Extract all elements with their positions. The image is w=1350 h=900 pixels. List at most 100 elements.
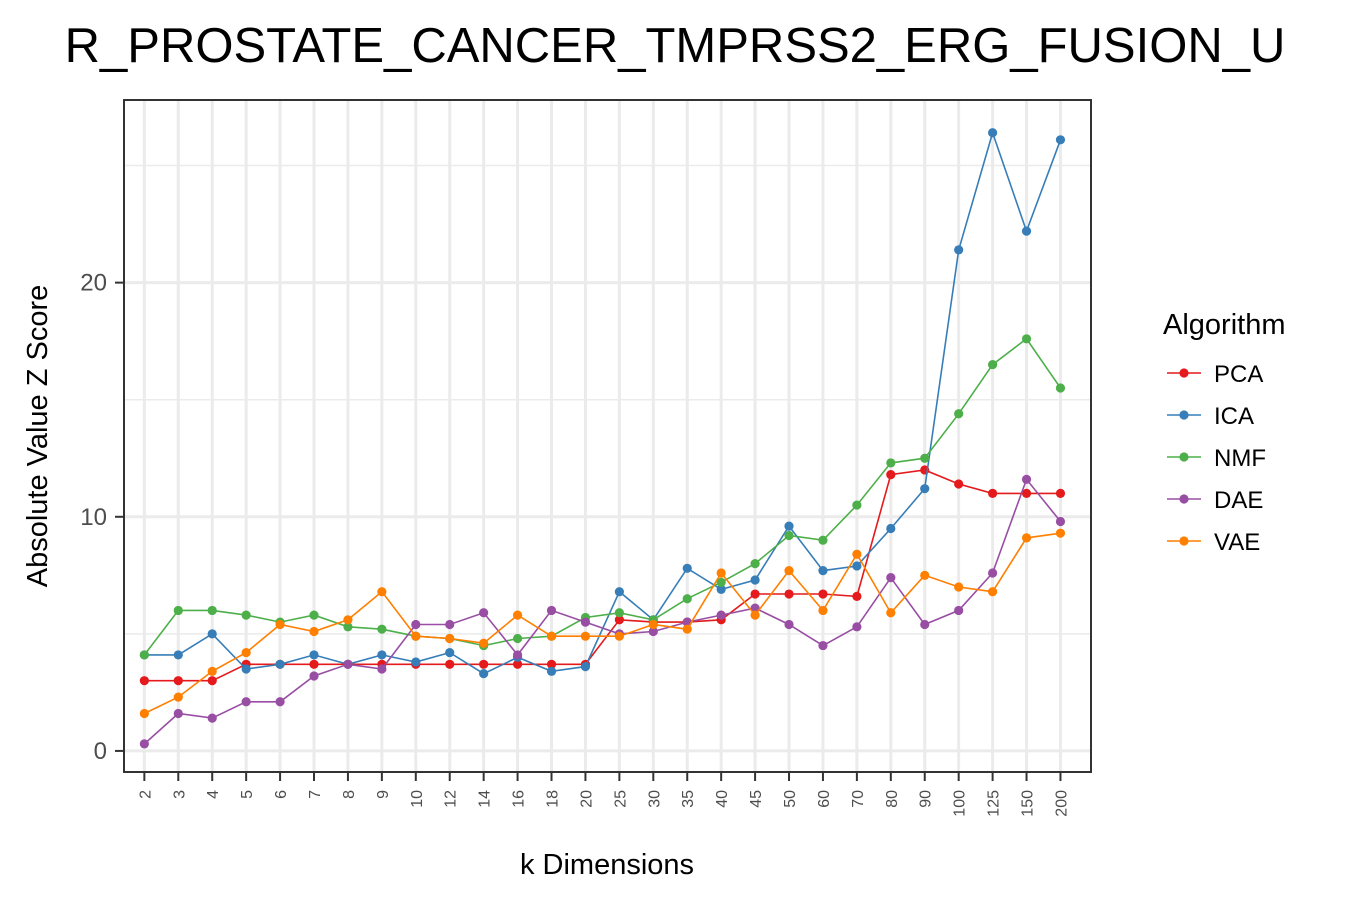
data-point-nmf xyxy=(614,608,624,618)
data-point-pca xyxy=(886,470,896,480)
x-tick-label: 14 xyxy=(477,790,494,808)
legend-label: PCA xyxy=(1214,361,1263,388)
series-layer xyxy=(139,128,1066,749)
data-point-pca xyxy=(784,589,794,599)
x-tick-label: 25 xyxy=(612,790,629,808)
data-point-nmf xyxy=(207,605,217,616)
series-line-dae xyxy=(143,477,1062,745)
legend-item-vae: VAE xyxy=(1167,529,1260,556)
data-point-ica xyxy=(309,650,319,660)
x-tick-label: 60 xyxy=(816,790,833,808)
series-ica xyxy=(139,128,1066,679)
data-point-nmf xyxy=(309,610,319,620)
data-point-dae xyxy=(852,622,862,632)
data-point-nmf xyxy=(173,605,183,616)
data-point-dae xyxy=(818,640,828,651)
x-tick-label: 7 xyxy=(307,790,324,799)
data-point-nmf xyxy=(139,650,149,660)
data-point-vae xyxy=(411,631,421,641)
data-point-vae xyxy=(920,570,930,580)
data-point-ica xyxy=(954,245,964,255)
data-point-dae xyxy=(343,659,353,669)
data-point-pca xyxy=(546,659,557,669)
data-point-ica xyxy=(988,128,998,138)
data-point-ica xyxy=(445,647,455,658)
data-point-pca xyxy=(207,676,217,686)
series-vae xyxy=(139,528,1066,719)
x-tick-label: 18 xyxy=(545,790,562,808)
data-point-pca xyxy=(139,676,149,686)
data-point-vae xyxy=(377,587,387,597)
data-point-dae xyxy=(479,608,489,618)
data-point-dae xyxy=(954,605,964,616)
data-point-ica xyxy=(614,587,624,597)
data-point-vae xyxy=(309,626,319,637)
data-point-nmf xyxy=(1055,383,1066,393)
data-point-vae xyxy=(886,608,896,618)
data-point-vae xyxy=(275,619,285,630)
data-point-vae xyxy=(716,568,726,578)
y-axis-title: Absolute Value Z Score xyxy=(22,285,54,588)
data-point-nmf xyxy=(784,530,794,541)
legend-items: PCA ICA NMF DAE VAE xyxy=(1167,361,1266,556)
data-point-dae xyxy=(546,605,557,616)
x-tick-label: 12 xyxy=(443,790,460,808)
x-tick-label: 70 xyxy=(850,790,867,808)
x-tick-label: 80 xyxy=(884,790,901,808)
data-point-vae xyxy=(1055,528,1066,538)
data-point-ica xyxy=(750,575,760,585)
x-axis: 2 3 4 5 6 7 8 9 10 12 14 16 18 20 25 30 35 40 45 50 60 70 80 90… xyxy=(137,772,1070,817)
data-point-dae xyxy=(377,664,387,674)
data-point-ica xyxy=(546,666,557,676)
data-point-ica xyxy=(580,662,591,672)
data-point-dae xyxy=(139,739,149,749)
x-tick-label: 100 xyxy=(952,790,969,817)
y-tick-label: 0 xyxy=(94,738,107,765)
data-point-nmf xyxy=(920,453,930,463)
data-point-dae xyxy=(920,619,930,630)
data-point-dae xyxy=(648,626,658,637)
legend-item-nmf: NMF xyxy=(1167,445,1266,472)
data-point-dae xyxy=(1055,516,1066,527)
data-point-ica xyxy=(852,561,862,571)
data-point-ica xyxy=(716,584,726,594)
data-point-dae xyxy=(241,697,251,707)
data-point-vae xyxy=(852,549,862,559)
data-point-ica xyxy=(275,659,285,669)
data-point-nmf xyxy=(954,409,964,419)
data-point-dae xyxy=(445,619,455,630)
legend-item-dae: DAE xyxy=(1167,487,1263,514)
data-point-ica xyxy=(1021,226,1032,236)
data-point-dae xyxy=(988,568,998,578)
series-nmf xyxy=(139,334,1066,660)
data-point-ica xyxy=(1055,135,1066,145)
x-tick-label: 90 xyxy=(918,790,935,808)
data-point-vae xyxy=(479,638,489,648)
data-point-nmf xyxy=(1021,334,1032,344)
legend-key-point xyxy=(1179,536,1189,546)
data-point-vae xyxy=(614,631,624,641)
y-axis: 0 10 20 xyxy=(80,270,124,765)
legend-label: VAE xyxy=(1214,529,1260,556)
data-point-ica xyxy=(479,669,489,679)
plot-panel-border xyxy=(123,99,1092,773)
data-point-dae xyxy=(580,617,591,627)
data-point-ica xyxy=(207,629,217,639)
data-point-vae xyxy=(954,582,964,592)
x-tick-label: 6 xyxy=(273,790,290,799)
data-point-nmf xyxy=(682,594,692,604)
data-point-vae xyxy=(682,624,692,634)
data-point-pca xyxy=(988,488,998,498)
data-point-dae xyxy=(1021,474,1032,484)
data-point-vae xyxy=(580,631,591,641)
data-point-dae xyxy=(716,610,726,620)
data-point-vae xyxy=(343,615,353,625)
x-tick-label: 40 xyxy=(714,790,731,808)
legend-label: DAE xyxy=(1214,487,1263,514)
data-point-vae xyxy=(546,631,557,641)
data-point-ica xyxy=(377,650,387,660)
legend-key-point xyxy=(1179,410,1189,420)
data-point-dae xyxy=(750,603,760,613)
data-point-pca xyxy=(1055,488,1066,498)
